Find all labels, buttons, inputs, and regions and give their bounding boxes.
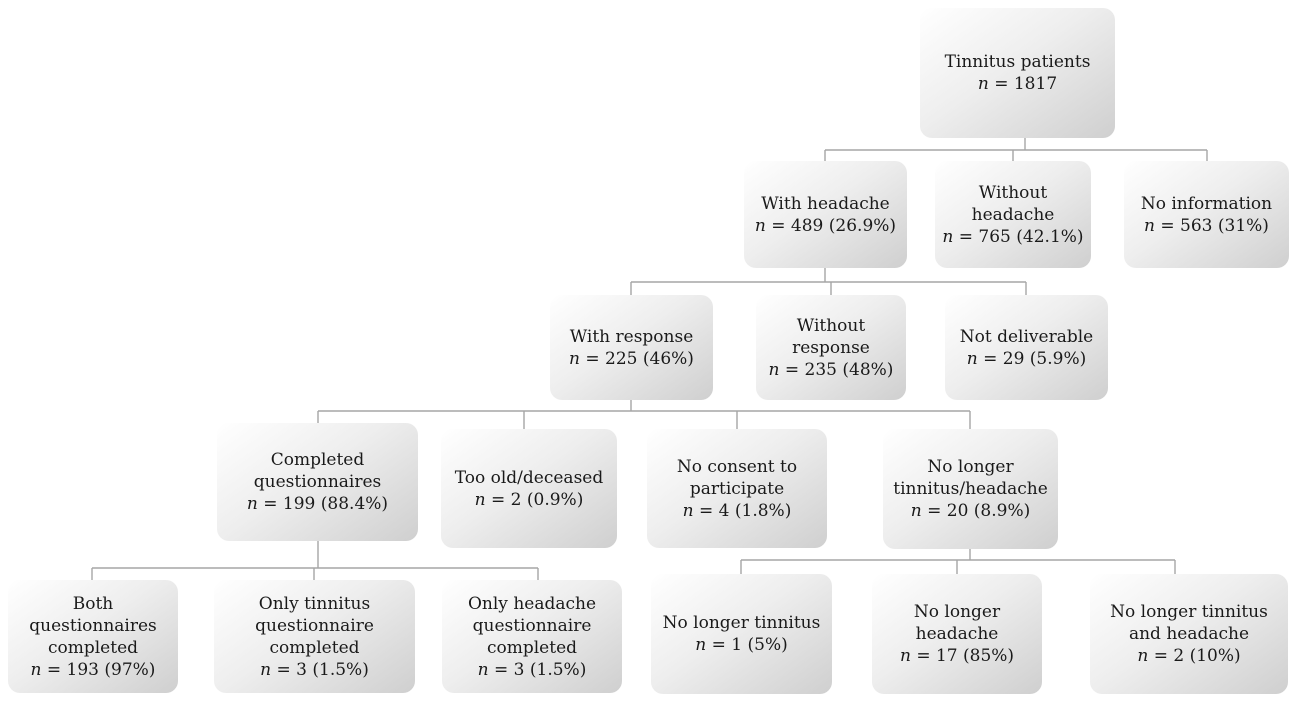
node-completed-questionnaires: Completed questionnaires n = 199 (88.4%): [217, 423, 418, 541]
node-with-headache: With headache n = 489 (26.9%): [744, 161, 907, 268]
count-value: = 29 (5.9%): [983, 348, 1087, 369]
node-without-headache: Without headache n = 765 (42.1%): [935, 161, 1091, 268]
count-value: = 2 (10%): [1153, 646, 1241, 666]
node-label: No consent to participate: [676, 456, 798, 499]
node-label: Without response: [792, 315, 870, 358]
n-symbol: n: [246, 494, 258, 514]
node-only-tinnitus-completed: Only tinnitus questionnaire completed n …: [214, 580, 415, 693]
node-count: n = 563 (31%): [1144, 215, 1269, 237]
node-with-response: With response n = 225 (46%): [550, 295, 713, 400]
node-label: Without headache: [971, 182, 1055, 225]
node-count: n = 4 (1.8%): [683, 500, 792, 522]
node-count: n = 3 (1.5%): [260, 659, 369, 681]
count-value: = 1 (5%): [711, 635, 788, 655]
node-count: n = 29 (5.9%): [967, 348, 1087, 370]
node-count: n = 235 (48%): [769, 359, 894, 381]
node-no-longer-tinnitus: No longer tinnitus n = 1 (5%): [651, 574, 832, 694]
node-label: No longer tinnitus/headache: [893, 457, 1048, 499]
node-no-longer-tinnitus-headache: No longer tinnitus/headache n = 20 (8.9%…: [883, 429, 1058, 549]
n-symbol: n: [910, 501, 922, 521]
node-no-information: No information n = 563 (31%): [1124, 161, 1289, 268]
n-symbol: n: [682, 500, 694, 521]
count-value: = 563 (31%): [1160, 215, 1269, 236]
node-count: n = 20 (8.9%): [911, 500, 1031, 522]
n-symbol: n: [695, 635, 707, 655]
count-value: = 2 (0.9%): [491, 489, 584, 510]
count-value: = 20 (8.9%): [927, 501, 1031, 521]
node-label: No longer tinnitus: [662, 613, 821, 633]
n-symbol: n: [966, 348, 978, 369]
node-count: n = 2 (10%): [1137, 645, 1240, 667]
node-count: n = 2 (0.9%): [475, 489, 584, 511]
n-symbol: n: [768, 359, 780, 380]
n-symbol: n: [474, 489, 486, 510]
count-value: = 4 (1.8%): [699, 500, 792, 521]
node-too-old-deceased: Too old/deceased n = 2 (0.9%): [441, 429, 617, 548]
node-label: Only headache questionnaire completed: [467, 593, 597, 658]
node-label: Both questionnaires completed: [29, 593, 157, 658]
node-label: Completed questionnaires: [253, 450, 382, 492]
n-symbol: n: [569, 348, 580, 369]
node-only-headache-completed: Only headache questionnaire completed n …: [442, 580, 622, 693]
node-without-response: Without response n = 235 (48%): [756, 295, 906, 400]
n-symbol: n: [477, 659, 489, 680]
count-value: = 235 (48%): [784, 359, 894, 380]
node-count: n = 17 (85%): [900, 645, 1014, 667]
count-value: = 193 (97%): [46, 659, 156, 680]
count-value: = 225 (46%): [585, 348, 694, 369]
node-count: n = 193 (97%): [31, 659, 156, 681]
count-value: = 17 (85%): [916, 646, 1015, 666]
n-symbol: n: [30, 659, 42, 680]
node-count: n = 1817: [978, 73, 1057, 95]
count-value: = 489 (26.9%): [771, 215, 897, 236]
node-not-deliverable: Not deliverable n = 29 (5.9%): [945, 295, 1108, 400]
node-count: n = 1 (5%): [695, 634, 787, 656]
node-count: n = 489 (26.9%): [755, 215, 896, 237]
n-symbol: n: [1137, 646, 1149, 666]
count-value: = 765 (42.1%): [958, 226, 1084, 247]
node-count: n = 765 (42.1%): [942, 226, 1083, 248]
n-symbol: n: [899, 646, 911, 666]
n-symbol: n: [977, 74, 989, 94]
node-label: With response: [569, 326, 694, 347]
node-label: No longer tinnitus and headache: [1110, 602, 1268, 644]
node-label: Tinnitus patients: [944, 52, 1091, 72]
n-symbol: n: [1144, 215, 1155, 236]
node-count: n = 3 (1.5%): [478, 659, 587, 681]
node-label: Only tinnitus questionnaire completed: [255, 593, 374, 658]
count-value: = 1817: [994, 74, 1058, 94]
node-no-longer-both: No longer tinnitus and headache n = 2 (1…: [1090, 574, 1288, 694]
n-symbol: n: [942, 226, 954, 247]
node-label: No longer headache: [913, 602, 1001, 644]
node-label: Too old/deceased: [454, 467, 604, 488]
count-value: = 199 (88.4%): [263, 494, 389, 514]
node-both-completed: Both questionnaires completed n = 193 (9…: [8, 580, 178, 693]
node-no-consent: No consent to participate n = 4 (1.8%): [647, 429, 827, 548]
node-label: No information: [1140, 193, 1273, 214]
n-symbol: n: [260, 659, 272, 680]
n-symbol: n: [754, 215, 766, 236]
node-count: n = 199 (88.4%): [247, 493, 388, 515]
node-tinnitus-patients: Tinnitus patients n = 1817: [920, 8, 1115, 138]
count-value: = 3 (1.5%): [494, 659, 587, 680]
node-no-longer-headache: No longer headache n = 17 (85%): [872, 574, 1042, 694]
count-value: = 3 (1.5%): [276, 659, 369, 680]
node-label: Not deliverable: [959, 326, 1094, 347]
node-label: With headache: [761, 193, 890, 214]
node-count: n = 225 (46%): [569, 348, 694, 370]
